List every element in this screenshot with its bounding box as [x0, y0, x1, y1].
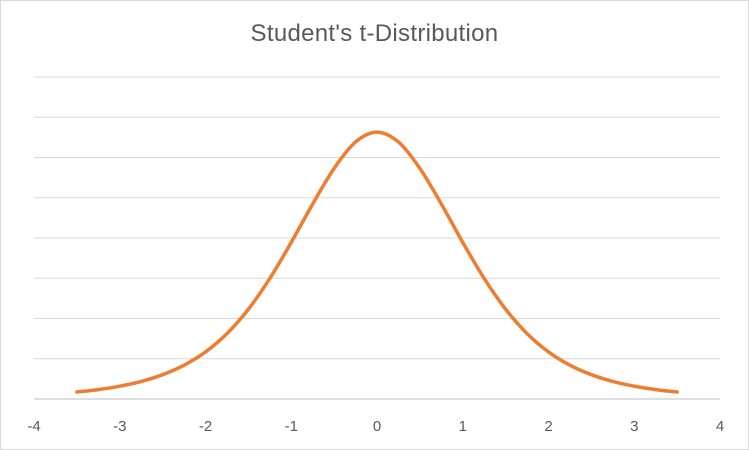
x-tick-label: 2	[544, 418, 552, 435]
x-tick-label: 3	[630, 418, 638, 435]
x-tick-label: 1	[459, 418, 467, 435]
chart-title: Student's t-Distribution	[250, 20, 499, 47]
series-layer	[75, 130, 679, 394]
x-tick-labels: -4 -3 -2 -1 0 1 2 3 4	[27, 418, 724, 435]
x-tick-label: -1	[285, 418, 298, 435]
x-tick-label: 4	[716, 418, 724, 435]
gridlines	[34, 76, 720, 360]
series-line	[75, 130, 679, 394]
x-tick-label: -3	[113, 418, 126, 435]
x-tick-label: -4	[27, 418, 40, 435]
x-tick-label: -2	[199, 418, 212, 435]
x-tick-label: 0	[373, 418, 381, 435]
